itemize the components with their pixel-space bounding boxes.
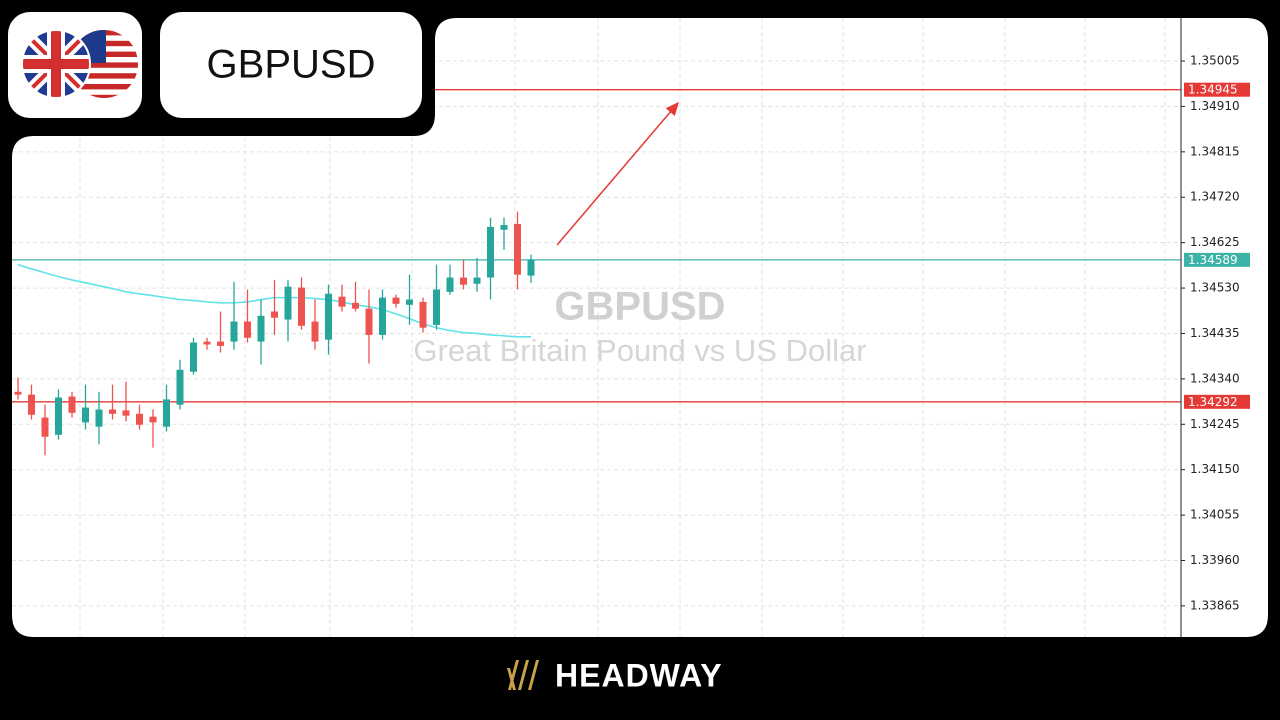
candle-body bbox=[109, 409, 116, 414]
candle-body bbox=[433, 289, 440, 325]
plot-area: GBPUSD Great Britain Pound vs US Dollar … bbox=[12, 18, 1250, 637]
y-tick-label: 1.34625 bbox=[1190, 235, 1240, 249]
candle-body bbox=[460, 277, 467, 285]
y-tick-label: 1.33960 bbox=[1190, 553, 1240, 567]
candle-body bbox=[257, 315, 265, 342]
candle-body bbox=[176, 369, 184, 405]
candle-body bbox=[487, 226, 494, 278]
candle-body bbox=[298, 287, 305, 326]
candle-body bbox=[28, 394, 35, 415]
y-tick-label: 1.34150 bbox=[1190, 462, 1240, 476]
level-label-box bbox=[1184, 82, 1250, 97]
candle-body bbox=[203, 341, 211, 345]
y-tick-label: 1.34720 bbox=[1190, 190, 1240, 204]
y-tick-label: 1.34340 bbox=[1190, 371, 1240, 385]
candles bbox=[14, 211, 535, 456]
candle-body bbox=[446, 277, 454, 292]
candle-body bbox=[82, 407, 89, 423]
level-label: 1.34589 bbox=[1188, 253, 1238, 267]
y-tick-label: 1.34815 bbox=[1190, 144, 1240, 158]
brand-name: HEADWAY bbox=[555, 657, 723, 693]
candle-body bbox=[365, 308, 373, 335]
y-tick-label: 1.34055 bbox=[1190, 508, 1240, 522]
y-tick-label: 1.34910 bbox=[1190, 99, 1240, 113]
chart-panel bbox=[12, 18, 1268, 637]
symbol-box bbox=[160, 12, 422, 118]
watermark-subtitle: Great Britain Pound vs US Dollar bbox=[413, 333, 866, 368]
candle-body bbox=[473, 277, 481, 284]
y-tick-label: 1.35005 bbox=[1190, 54, 1240, 68]
candle-body bbox=[514, 224, 521, 275]
candle-body bbox=[136, 413, 143, 425]
candle-body bbox=[500, 224, 508, 230]
watermark-title: GBPUSD bbox=[554, 285, 725, 329]
candle-body bbox=[311, 321, 319, 342]
candle-body bbox=[527, 259, 535, 276]
candle-body bbox=[95, 409, 103, 427]
candle-body bbox=[284, 286, 292, 320]
level-label-box bbox=[1184, 394, 1250, 409]
candle-body bbox=[244, 321, 251, 338]
y-tick-label: 1.34435 bbox=[1190, 326, 1240, 340]
candle-body bbox=[149, 416, 157, 423]
y-tick-label: 1.34245 bbox=[1190, 417, 1240, 431]
candle-body bbox=[68, 396, 76, 413]
candle-body bbox=[163, 399, 170, 427]
candle-body bbox=[271, 311, 278, 318]
y-tick-label: 1.34530 bbox=[1190, 281, 1240, 295]
candle-body bbox=[338, 296, 346, 307]
candle-body bbox=[392, 297, 400, 304]
candle-body bbox=[352, 302, 359, 309]
candle-body bbox=[325, 293, 332, 340]
candle-body bbox=[122, 410, 130, 416]
price-axis-labels: 1.35005 1.34910 1.34815 1.34720 1.34625 1.345… bbox=[1181, 54, 1250, 612]
candle-body bbox=[379, 297, 386, 335]
symbol-label: GBPUSD bbox=[207, 43, 376, 87]
y-tick-label: 1.33865 bbox=[1190, 598, 1240, 612]
candle-body bbox=[55, 397, 62, 435]
candle-body bbox=[419, 301, 427, 328]
candle-body bbox=[230, 321, 238, 342]
level-label: 1.34292 bbox=[1188, 395, 1238, 409]
brand-logo bbox=[507, 660, 539, 690]
candle-body bbox=[14, 391, 22, 395]
uk-flag-border bbox=[21, 29, 91, 99]
level-label: 1.34945 bbox=[1188, 83, 1238, 97]
candle-body bbox=[41, 417, 49, 437]
candle-body bbox=[217, 341, 224, 346]
level-label-box bbox=[1184, 252, 1250, 267]
horizontal-grid bbox=[12, 60, 1181, 607]
candle-body bbox=[190, 342, 197, 372]
candle-body bbox=[406, 299, 413, 305]
forecast-arrow bbox=[556, 101, 679, 246]
